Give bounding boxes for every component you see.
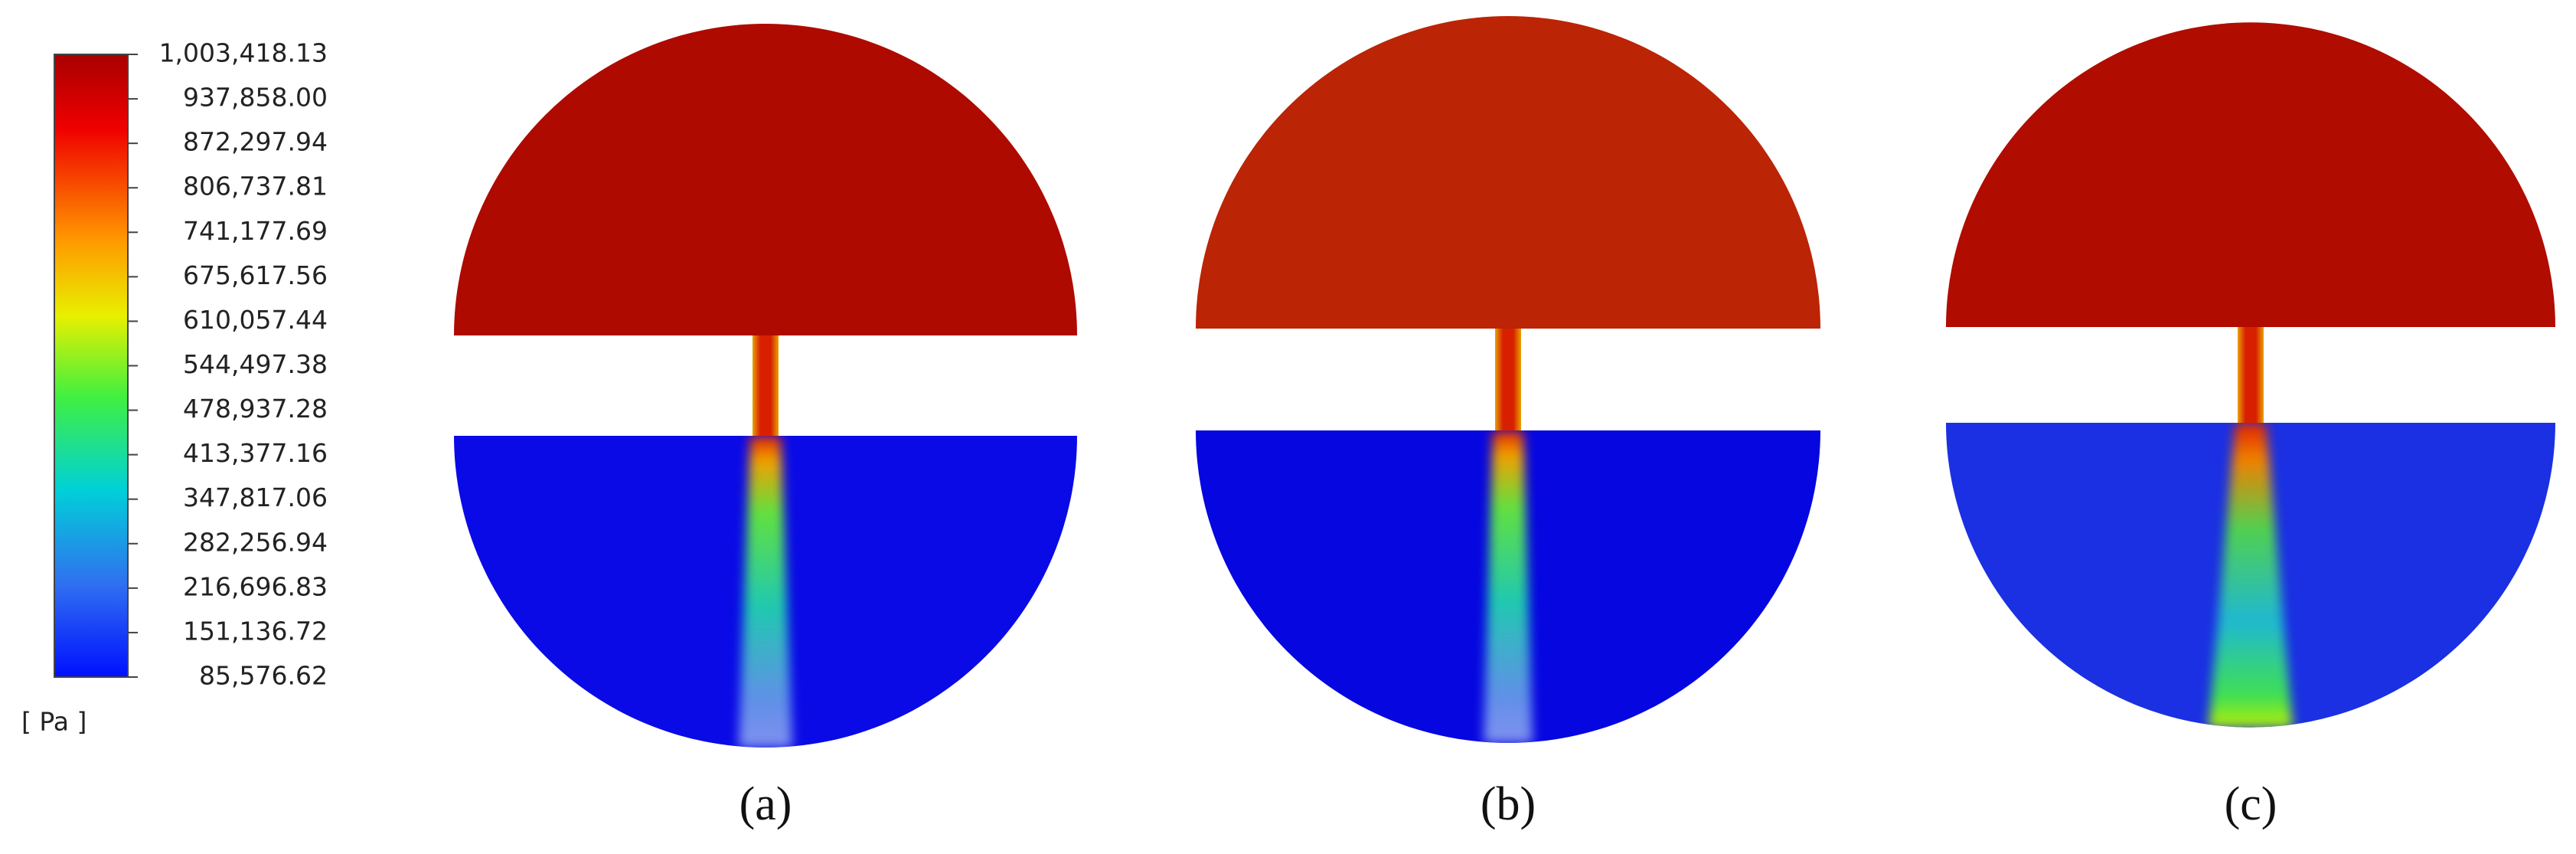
contour-panel (1946, 22, 2555, 728)
upstream-region (1946, 22, 2555, 327)
contour-panel (454, 24, 1077, 748)
tick-label: 282,256.94 (183, 527, 328, 557)
nozzle (1495, 329, 1521, 430)
tick-label: 1,003,418.13 (159, 38, 328, 68)
plume-group (2209, 423, 2293, 728)
tick-label: 413,377.16 (183, 438, 328, 468)
nozzle (753, 335, 779, 436)
jet-plume (1484, 430, 1533, 743)
unit-label: [ Pa ] (21, 707, 87, 737)
plume-group (739, 436, 792, 748)
upstream-region (1196, 16, 1820, 329)
tick-label: 872,297.94 (183, 127, 328, 157)
tick-label: 937,858.00 (183, 83, 328, 113)
plume-group (1484, 430, 1533, 743)
jet-plume (2209, 423, 2293, 728)
nozzle (2238, 327, 2264, 423)
tick-label: 85,576.62 (199, 661, 328, 691)
tick-label: 610,057.44 (183, 305, 328, 335)
contour-panel (1196, 16, 1820, 743)
tick-label: 347,817.06 (183, 483, 328, 512)
tick-label: 216,696.83 (183, 571, 328, 601)
panel-label: (b) (1481, 778, 1536, 830)
jet-plume (739, 436, 792, 748)
tick-label: 741,177.69 (183, 216, 328, 246)
upstream-region (454, 24, 1077, 335)
tick-label: 544,497.38 (183, 349, 328, 379)
tick-label: 478,937.28 (183, 394, 328, 424)
colorbar (54, 54, 129, 678)
panel-label: (c) (2225, 778, 2277, 830)
panel-label: (a) (739, 778, 792, 830)
tick-label: 806,737.81 (183, 172, 328, 201)
tick-label: 675,617.56 (183, 260, 328, 290)
tick-label: 151,136.72 (183, 616, 328, 646)
